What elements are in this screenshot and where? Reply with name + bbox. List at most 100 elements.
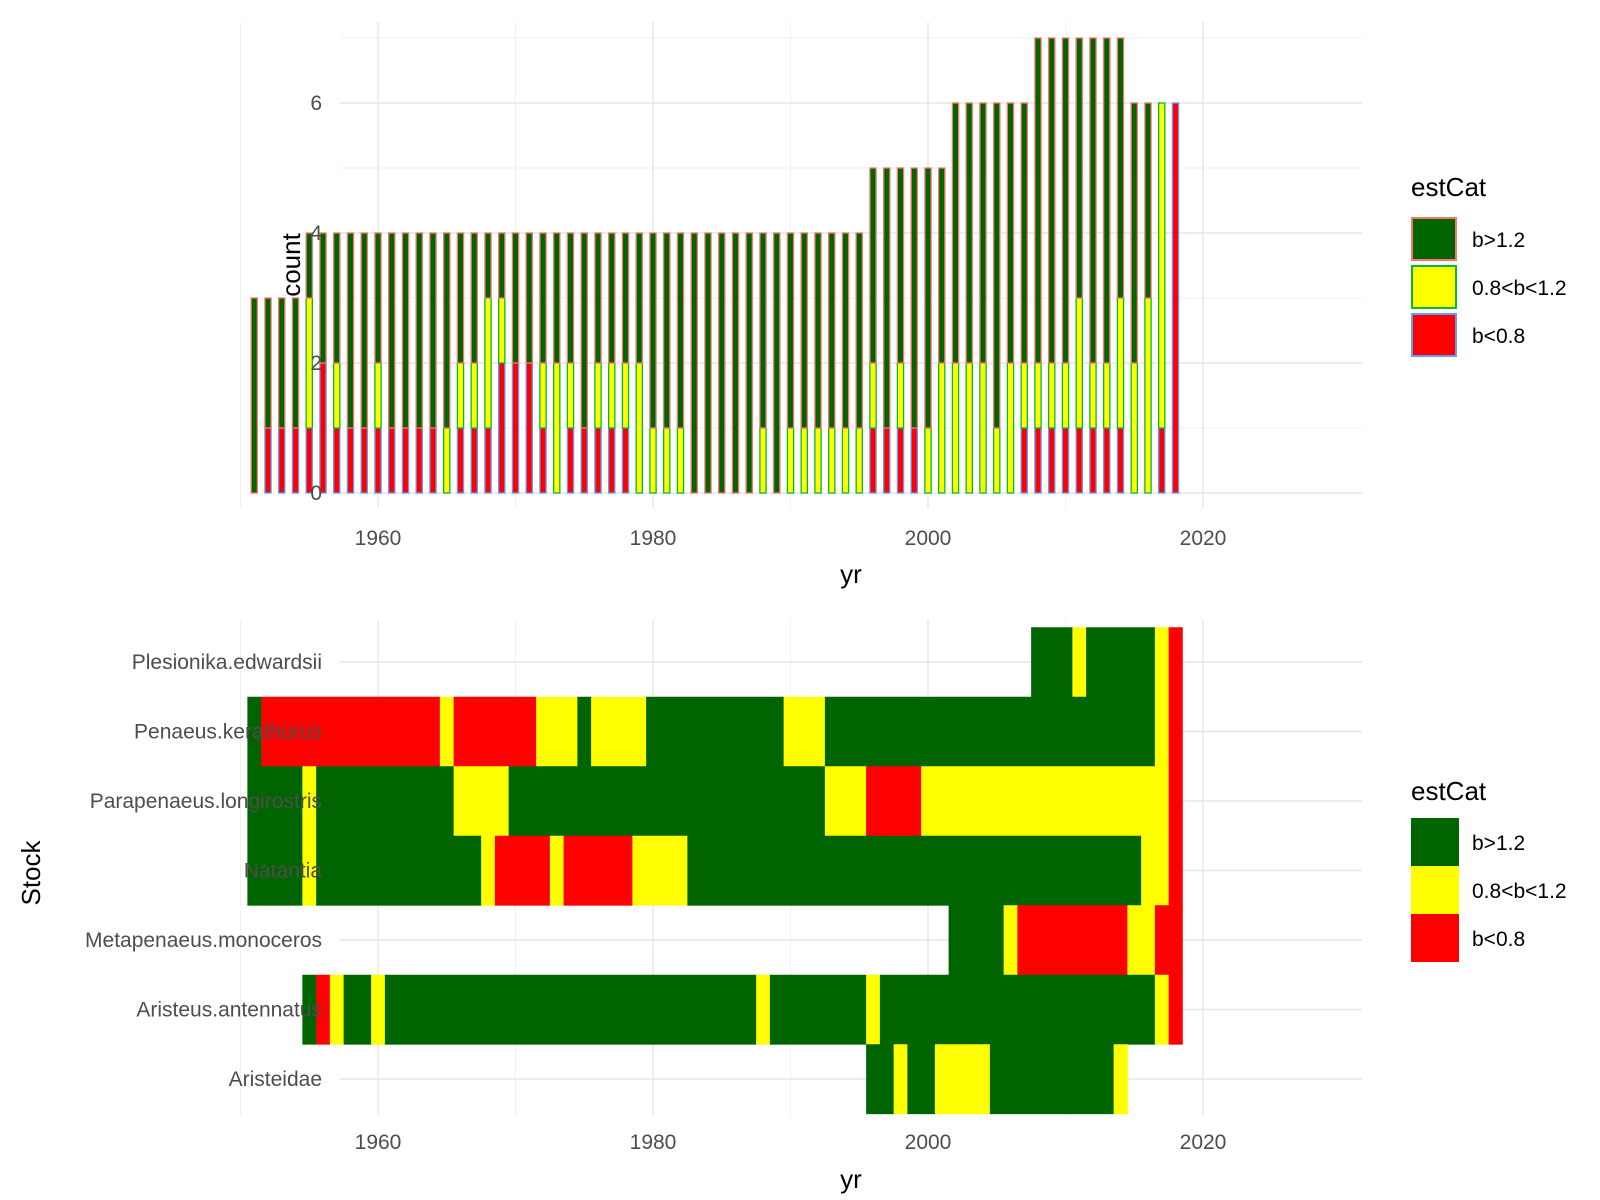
top-legend-key-high [1411,217,1457,261]
bar-low-2012 [1089,427,1097,494]
bar-low-1968 [484,427,492,494]
bar-mid-2006 [1006,362,1015,494]
bar-high-1974 [566,232,575,364]
top-y-tick-labels: 0 2 4 6 [310,92,322,505]
bar-low-2010 [1061,427,1070,494]
bar-low-1954 [291,427,300,494]
bar-low-1975 [580,427,589,494]
bar-low-2017 [1158,427,1166,494]
top-legend-label-low: b<0.8 [1472,325,1525,348]
bar-mid-1977 [608,362,616,429]
bar-mid-1996 [869,362,877,429]
bar-mid-1982 [676,427,685,494]
stock-label: Aristeus.antennatus [136,999,322,1022]
stock-label: Aristeidae [229,1068,322,1091]
tile-Penaeus.kerathurus-2017-2017 [1154,696,1170,767]
bar-mid-2012 [1089,362,1097,429]
bar-high-2015 [1130,102,1139,364]
bar-mid-1960 [374,362,382,429]
tile-Aristeus.antennatus-1997-2016 [879,974,1156,1045]
bottom-legend-key-high [1411,818,1459,866]
tile-Penaeus.kerathurus-2018-2018 [1168,696,1183,767]
bar-high-1958 [346,232,355,429]
bar-mid-1988 [759,427,767,494]
bar-mid-1990 [786,427,795,494]
bar-high-2000 [924,167,932,429]
bar-low-1998 [896,427,905,494]
tile-Parapenaeus.longirostris-1970-1992 [508,766,826,837]
tile-Parapenaeus.longirostris-1996-1999 [866,766,922,837]
bottom-x-tick-label: 2020 [1180,1131,1227,1154]
bar-mid-1969 [497,297,506,364]
bar-low-2013 [1103,427,1111,494]
bar-low-2018 [1171,102,1180,494]
bar-high-1962 [401,232,410,429]
top-legend-key-mid [1411,265,1457,309]
bar-high-1992 [814,232,822,429]
bar-low-1957 [332,427,341,494]
bar-high-2001 [938,167,946,364]
tile-Aristeus.antennatus-2017-2017 [1154,974,1170,1045]
bar-high-1986 [731,232,740,494]
bar-low-1967 [470,427,478,494]
bar-high-1978 [621,232,630,364]
bar-mid-1978 [621,362,630,429]
bottom-y-tick-labels: Plesionika.edwardsii Penaeus.kerathurus Pa… [85,651,322,1091]
bar-high-2005 [993,102,1001,429]
bar-high-1987 [745,232,754,494]
bottom-x-tick-label: 1960 [355,1131,402,1154]
top-y-tick-label: 0 [310,482,322,505]
bar-low-1963 [415,427,423,494]
tile-Aristeidae-1998-1998 [893,1044,908,1115]
bar-low-1966 [456,427,465,494]
bar-low-1959 [360,427,368,494]
tile-Plesionika.edwardsii-2011-2011 [1072,627,1087,698]
bar-high-1965 [442,232,451,429]
bar-low-1960 [374,427,382,494]
stock-label: Parapenaeus.longirostris [90,790,322,813]
bottom-x-tick-labels: 1960 1980 2000 2020 [355,1131,1227,1154]
bar-low-1977 [608,427,616,494]
tile-Natantia-1956-1967 [316,835,482,906]
tile-Plesionika.edwardsii-2008-2010 [1031,627,1073,698]
bar-high-1983 [690,232,699,494]
tile-Aristeus.antennatus-1996-1996 [866,974,881,1045]
bar-high-2006 [1006,102,1015,364]
bar-high-1982 [676,232,685,429]
bar-mid-2017 [1158,102,1166,429]
bar-high-1960 [374,232,382,364]
stock-label: Metapenaeus.monoceros [85,929,322,952]
tile-Parapenaeus.longirostris-1966-1969 [453,766,510,837]
bar-low-2009 [1048,427,1056,494]
bar-low-2007 [1020,427,1029,494]
bar-mid-1998 [896,362,905,429]
bottom-legend-label-low: b<0.8 [1472,928,1525,951]
bar-high-1959 [360,232,368,429]
bottom-legend-key-low [1411,914,1459,962]
tile-Natantia-2018-2018 [1168,835,1183,906]
top-x-tick-label: 1980 [630,527,677,550]
bar-high-1990 [786,232,795,429]
bar-high-2016 [1144,102,1152,299]
bar-high-1953 [277,297,286,429]
bar-high-1961 [387,232,396,429]
bar-mid-2011 [1075,297,1084,429]
tile-Aristeidae-2005-2013 [989,1044,1115,1115]
tile-Parapenaeus.longirostris-1993-1995 [824,766,867,837]
bar-high-1993 [828,232,836,429]
tile-Natantia-1974-1978 [563,835,633,906]
top-bars [250,37,1180,494]
bar-high-2012 [1089,37,1097,364]
tile-Natantia-1973-1973 [549,835,565,906]
bar-high-2004 [979,102,987,364]
tile-Natantia-1983-2015 [687,835,1142,906]
top-x-tick-labels: 1960 1980 2000 2020 [355,527,1227,550]
bar-high-1975 [580,232,589,429]
top-x-tick-label: 2000 [905,527,952,550]
top-x-tick-label: 2020 [1180,527,1227,550]
bar-mid-1968 [484,297,492,429]
bar-low-1956 [319,362,327,494]
tile-Metapenaeus.monoceros-2002-2005 [948,905,1005,976]
bottom-tiles [247,627,1183,1115]
